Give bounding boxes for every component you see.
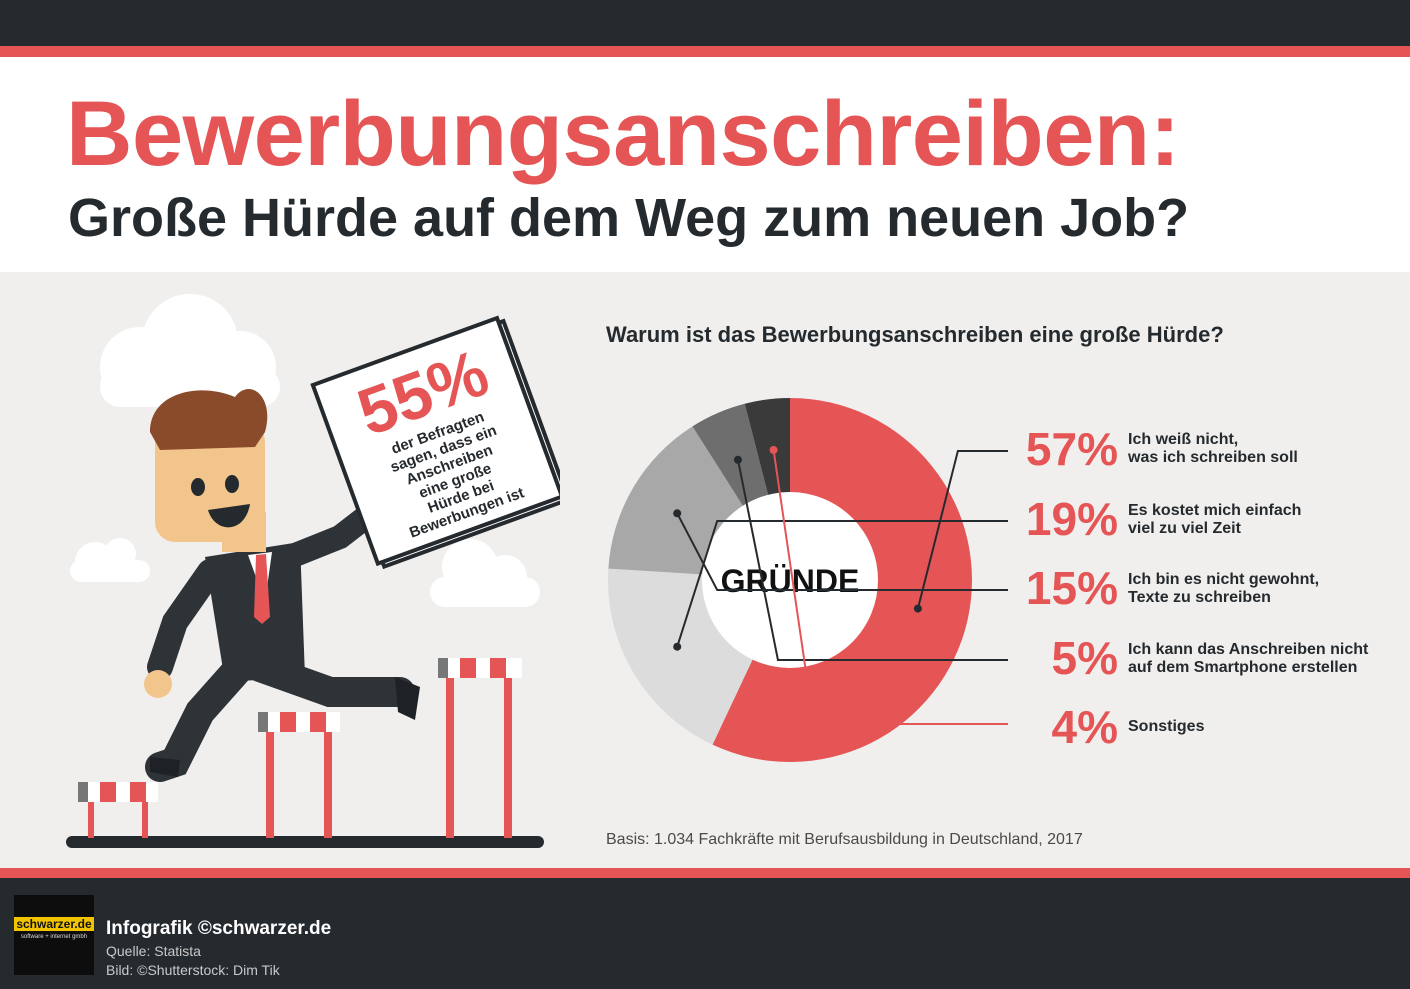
hurdle-icon: [438, 658, 522, 838]
company-logo: schwarzer.de software + internet gmbh: [14, 895, 94, 975]
footer-credit: Infografik ©schwarzer.de: [106, 918, 332, 939]
chart-note: Basis: 1.034 Fachkräfte mit Berufsausbil…: [606, 831, 1083, 848]
leader-dot: [913, 604, 922, 613]
hurdle-icon: [78, 782, 158, 838]
hurdle-icon: [258, 712, 340, 838]
leader-dot: [673, 642, 682, 651]
pie-category-label: Es kostet mich einfach viel zu viel Zeit: [1128, 502, 1302, 537]
page-title: Bewerbungsanschreiben:: [66, 83, 1180, 185]
sign-paper: [310, 315, 560, 570]
cloud-icon: [100, 294, 280, 407]
logo-band: [14, 917, 94, 931]
pie-value-label: 4%: [1051, 701, 1118, 753]
pie-chart: GRÜNDE: [608, 398, 972, 762]
leader-dot: [769, 445, 778, 454]
page-subtitle: Große Hürde auf dem Weg zum neuen Job?: [68, 188, 1190, 248]
cloud-icon: [70, 538, 150, 582]
logo-tagline: software + internet gmbh: [20, 934, 88, 940]
chart-title: Warum ist das Bewerbungsanschreiben eine…: [606, 322, 1224, 347]
hurdle-jumper-illustration: [66, 294, 560, 848]
pie-category-label: Ich bin es nicht gewohnt, Texte zu schrei…: [1128, 571, 1320, 606]
pie-center-label: GRÜNDE: [721, 563, 860, 599]
businessman-figure: [144, 389, 420, 782]
pie-category-label: Ich kann das Anschreiben nicht auf dem Sm…: [1128, 641, 1369, 676]
top-accent-stripe: [0, 46, 1410, 57]
cloud-icon: [430, 539, 540, 607]
footer-image-credit: Bild: ©Shutterstock: Dim Tik: [106, 962, 280, 978]
pie-category-label: Sonstiges: [1128, 718, 1205, 735]
pie-value-label: 15%: [1025, 562, 1118, 614]
pie-value-label: 57%: [1025, 423, 1118, 475]
footer-bar: [0, 878, 1410, 989]
pie-category-label: Ich weiß nicht, was ich schreiben soll: [1128, 431, 1298, 466]
footer-source: Quelle: Statista: [106, 943, 201, 959]
logo-name: schwarzer.de: [16, 917, 92, 931]
bottom-accent-stripe: [0, 868, 1410, 878]
pie-value-label: 5%: [1051, 632, 1118, 684]
pie-value-label: 19%: [1025, 493, 1118, 545]
top-bar: [0, 0, 1410, 46]
leader-dot: [733, 455, 742, 464]
leader-dot: [673, 509, 682, 518]
